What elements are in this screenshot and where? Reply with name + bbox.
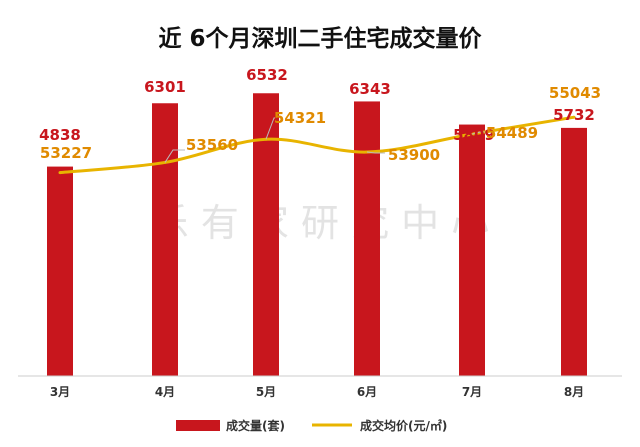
legend: 成交量(套) 成交均价(元/㎡) bbox=[176, 418, 447, 433]
price-point-0 bbox=[58, 171, 62, 175]
bar-value-label-2: 6532 bbox=[246, 66, 288, 84]
legend-swatch-bar bbox=[176, 420, 220, 431]
leader-line-2 bbox=[265, 117, 275, 140]
line-value-label-1: 53560 bbox=[186, 136, 238, 154]
bar-1 bbox=[152, 103, 178, 376]
watermark-text: 乐 有 家 研 究 中 心 bbox=[151, 201, 489, 245]
leader-line-1 bbox=[164, 149, 185, 163]
bar-value-label-3: 6343 bbox=[349, 80, 391, 98]
x-tick-label-4: 7月 bbox=[462, 385, 482, 399]
labels-layer: 4838 6301 6532 6343 5809 5732 53227 53560 54321 5… bbox=[39, 66, 601, 164]
line-value-label-5: 55043 bbox=[549, 84, 601, 102]
x-axis-ticks: 3月 4月 5月 6月 7月 8月 bbox=[50, 385, 584, 399]
bar-2 bbox=[253, 93, 279, 376]
line-value-label-2: 54321 bbox=[274, 109, 326, 127]
leader-line-4 bbox=[471, 131, 485, 135]
bar-value-label-1: 6301 bbox=[144, 78, 186, 96]
legend-label-line: 成交均价(元/㎡) bbox=[360, 418, 447, 433]
chart-title: 近 6个月深圳二手住宅成交量价 bbox=[158, 25, 482, 52]
x-tick-label-2: 5月 bbox=[256, 385, 276, 399]
bar-value-label-4: 5809 bbox=[453, 126, 495, 144]
bar-4 bbox=[459, 124, 485, 376]
leader-line-3 bbox=[366, 151, 385, 154]
x-tick-label-5: 8月 bbox=[564, 385, 584, 399]
x-tick-label-1: 4月 bbox=[155, 385, 175, 399]
line-value-label-0: 53227 bbox=[40, 144, 92, 162]
line-layer bbox=[58, 115, 576, 175]
line-value-label-3: 53900 bbox=[388, 146, 440, 164]
x-tick-label-0: 3月 bbox=[50, 385, 70, 399]
x-tick-label-3: 6月 bbox=[357, 385, 377, 399]
legend-label-bar: 成交量(套) bbox=[226, 418, 285, 433]
bar-value-label-5: 5732 bbox=[553, 106, 595, 124]
bars-layer bbox=[47, 93, 587, 376]
bar-0 bbox=[47, 166, 73, 376]
bar-value-label-0: 4838 bbox=[39, 126, 81, 144]
bar-5 bbox=[561, 127, 587, 376]
bar-3 bbox=[354, 101, 380, 376]
price-point-5 bbox=[572, 115, 576, 119]
line-value-label-4: 54489 bbox=[486, 124, 538, 142]
